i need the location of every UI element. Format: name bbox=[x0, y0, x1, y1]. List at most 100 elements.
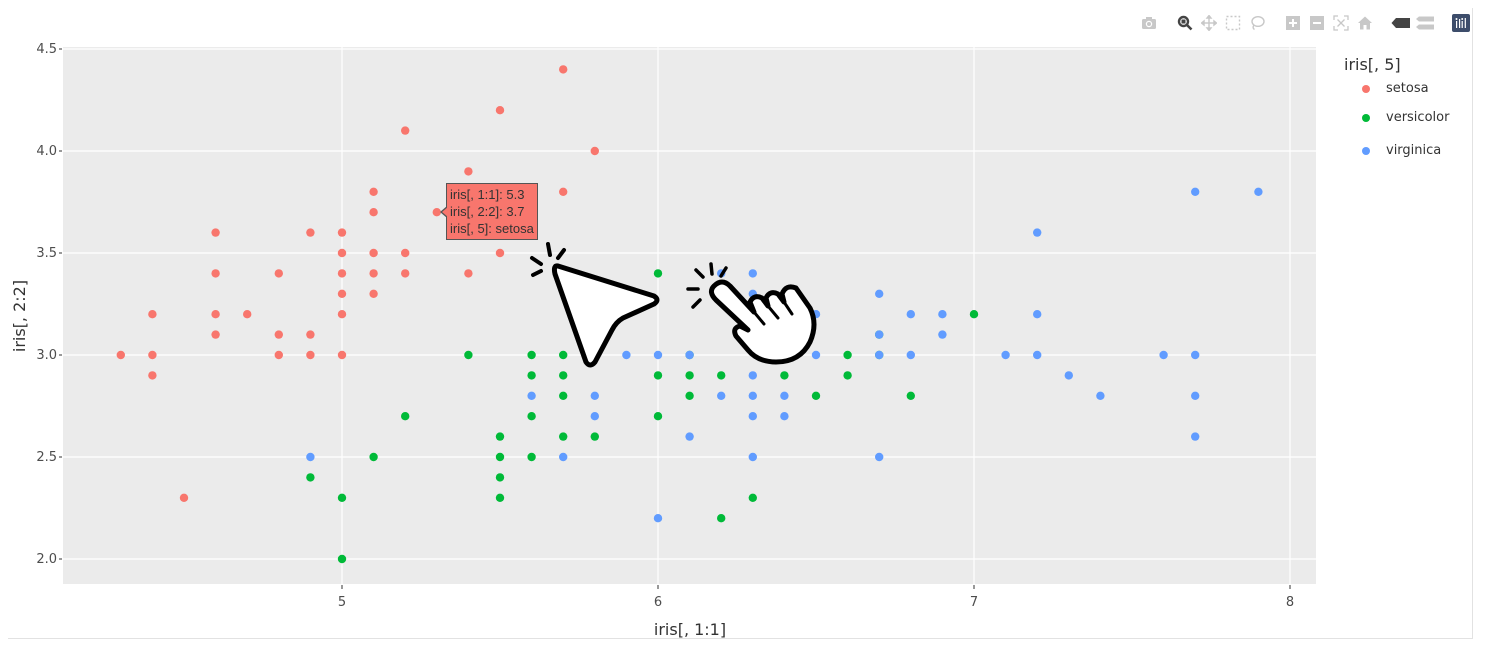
plot-area[interactable] bbox=[63, 47, 1316, 584]
data-point[interactable] bbox=[1001, 350, 1010, 360]
box-select-icon[interactable] bbox=[1223, 13, 1243, 33]
data-point[interactable] bbox=[1191, 350, 1200, 360]
data-point[interactable] bbox=[306, 228, 315, 237]
data-point[interactable] bbox=[748, 371, 757, 380]
data-point[interactable] bbox=[622, 350, 631, 360]
data-point[interactable] bbox=[306, 330, 315, 339]
data-point[interactable] bbox=[811, 391, 821, 400]
data-point[interactable] bbox=[495, 473, 505, 482]
data-point[interactable] bbox=[780, 391, 789, 400]
data-point[interactable] bbox=[653, 269, 663, 278]
series-versicolor[interactable] bbox=[306, 269, 979, 564]
data-point[interactable] bbox=[748, 289, 757, 298]
data-point[interactable] bbox=[875, 289, 884, 298]
data-point[interactable] bbox=[401, 126, 410, 135]
data-point[interactable] bbox=[843, 350, 852, 360]
autoscale-icon[interactable] bbox=[1331, 13, 1351, 33]
data-point[interactable] bbox=[717, 269, 726, 278]
data-point[interactable] bbox=[527, 350, 536, 360]
data-point[interactable] bbox=[148, 350, 157, 360]
data-point[interactable] bbox=[211, 269, 220, 278]
data-point[interactable] bbox=[337, 554, 347, 564]
data-point[interactable] bbox=[401, 412, 410, 421]
data-point[interactable] bbox=[495, 493, 505, 502]
legend-item-setosa[interactable]: setosa bbox=[1344, 76, 1449, 101]
data-point[interactable] bbox=[653, 514, 663, 523]
data-point[interactable] bbox=[590, 412, 599, 421]
data-point[interactable] bbox=[495, 106, 505, 115]
data-point[interactable] bbox=[369, 248, 378, 258]
data-point[interactable] bbox=[337, 228, 347, 237]
data-point[interactable] bbox=[274, 269, 283, 278]
data-point[interactable] bbox=[685, 432, 694, 441]
data-point[interactable] bbox=[369, 289, 378, 298]
compare-data-icon[interactable] bbox=[1415, 13, 1435, 33]
data-point[interactable] bbox=[369, 269, 378, 278]
pan-icon[interactable] bbox=[1199, 13, 1219, 33]
data-point[interactable] bbox=[116, 350, 126, 360]
data-point[interactable] bbox=[653, 350, 663, 360]
data-point[interactable] bbox=[1096, 391, 1105, 400]
data-point[interactable] bbox=[559, 391, 568, 400]
data-point[interactable] bbox=[464, 167, 473, 176]
data-point[interactable] bbox=[780, 371, 789, 380]
data-point[interactable] bbox=[748, 391, 757, 400]
data-point[interactable] bbox=[559, 371, 568, 380]
data-point[interactable] bbox=[306, 473, 315, 482]
data-point[interactable] bbox=[211, 310, 220, 319]
data-point[interactable] bbox=[811, 350, 821, 360]
data-point[interactable] bbox=[748, 269, 757, 278]
data-point[interactable] bbox=[559, 452, 568, 462]
data-point[interactable] bbox=[179, 493, 189, 502]
data-point[interactable] bbox=[369, 187, 378, 196]
data-point[interactable] bbox=[306, 350, 315, 360]
data-point[interactable] bbox=[495, 452, 505, 462]
data-point[interactable] bbox=[906, 391, 915, 400]
data-point[interactable] bbox=[211, 330, 220, 339]
data-point[interactable] bbox=[211, 228, 220, 237]
data-point[interactable] bbox=[875, 452, 884, 462]
data-point[interactable] bbox=[432, 208, 441, 217]
data-point[interactable] bbox=[369, 452, 378, 462]
data-point[interactable] bbox=[527, 412, 536, 421]
data-point[interactable] bbox=[306, 452, 315, 462]
series-setosa[interactable] bbox=[116, 65, 599, 502]
data-point[interactable] bbox=[875, 350, 884, 360]
data-point[interactable] bbox=[527, 452, 536, 462]
data-point[interactable] bbox=[559, 187, 568, 196]
data-point[interactable] bbox=[906, 310, 915, 319]
data-point[interactable] bbox=[875, 330, 884, 339]
data-point[interactable] bbox=[969, 310, 979, 319]
data-point[interactable] bbox=[590, 432, 599, 441]
data-point[interactable] bbox=[559, 350, 568, 360]
data-point[interactable] bbox=[685, 391, 694, 400]
zoom-out-icon[interactable] bbox=[1307, 13, 1327, 33]
data-point[interactable] bbox=[590, 146, 599, 156]
download-plot-camera-icon[interactable] bbox=[1139, 13, 1159, 33]
data-point[interactable] bbox=[1064, 371, 1074, 380]
data-point[interactable] bbox=[748, 452, 757, 462]
data-point[interactable] bbox=[401, 269, 410, 278]
data-point[interactable] bbox=[527, 391, 536, 400]
data-point[interactable] bbox=[337, 289, 347, 298]
data-point[interactable] bbox=[590, 391, 599, 400]
data-point[interactable] bbox=[559, 432, 568, 441]
reset-axes-home-icon[interactable] bbox=[1355, 13, 1375, 33]
legend-item-virginica[interactable]: virginica bbox=[1344, 134, 1449, 167]
data-point[interactable] bbox=[243, 310, 252, 319]
data-point[interactable] bbox=[148, 371, 157, 380]
data-point[interactable] bbox=[1033, 228, 1042, 237]
legend-item-versicolor[interactable]: versicolor bbox=[1344, 101, 1449, 134]
data-point[interactable] bbox=[495, 248, 505, 258]
plotly-logo-icon[interactable] bbox=[1451, 13, 1471, 33]
data-point[interactable] bbox=[337, 248, 347, 258]
data-point[interactable] bbox=[938, 310, 947, 319]
data-point[interactable] bbox=[685, 371, 694, 380]
show-closest-data-icon[interactable] bbox=[1391, 13, 1411, 33]
data-point[interactable] bbox=[717, 391, 726, 400]
data-point[interactable] bbox=[1033, 350, 1042, 360]
data-point[interactable] bbox=[1254, 187, 1263, 196]
data-point[interactable] bbox=[464, 350, 473, 360]
data-point[interactable] bbox=[274, 350, 283, 360]
